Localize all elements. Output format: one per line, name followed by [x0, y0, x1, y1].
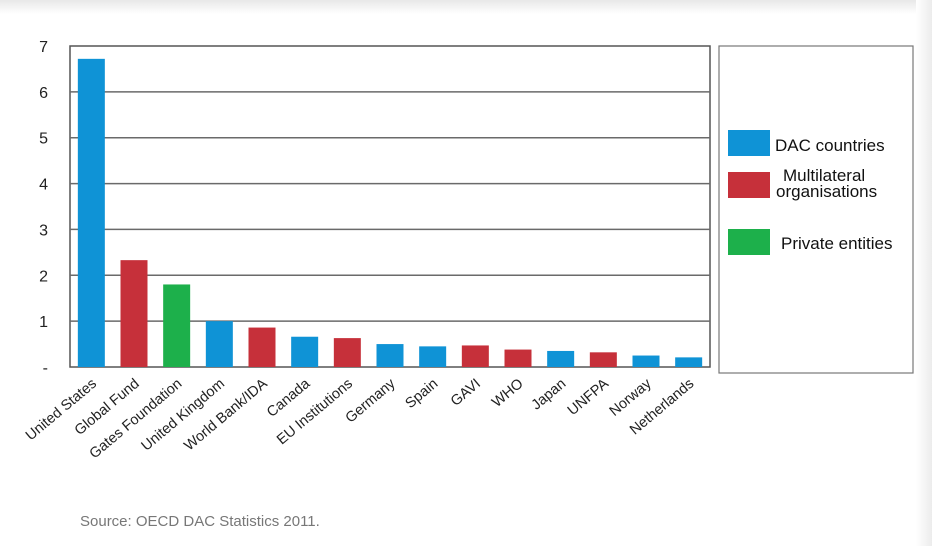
y-tick-label: 4: [39, 177, 48, 194]
bar: [120, 260, 148, 367]
y-tick-label: 5: [39, 131, 48, 148]
bar: [589, 352, 617, 367]
y-tick-label: 2: [39, 268, 48, 285]
legend-label: organisations: [776, 182, 877, 201]
bar: [632, 355, 660, 367]
y-tick-label: 3: [39, 222, 48, 239]
y-tick-label: 6: [39, 85, 48, 102]
x-category-label: GAVI: [448, 376, 484, 410]
legend-label: DAC countries: [775, 136, 885, 155]
legend-box: [718, 45, 914, 374]
x-category-label: EU Institutions: [274, 376, 356, 448]
y-tick-label: 7: [39, 39, 48, 56]
bar: [547, 350, 575, 367]
legend-swatch: [728, 172, 770, 198]
bar: [248, 327, 276, 367]
legend-label: Private entities: [781, 234, 893, 253]
x-category-label: United States: [23, 376, 100, 444]
bar: [419, 346, 447, 367]
y-tick-label: -: [43, 360, 48, 377]
bar: [675, 357, 703, 367]
x-category-label: Japan: [529, 376, 570, 414]
bar: [77, 58, 105, 368]
legend-swatch: [728, 130, 770, 156]
legend-label: Multilateral: [783, 166, 865, 185]
source-note: Source: OECD DAC Statistics 2011.: [80, 513, 320, 530]
bar: [333, 338, 361, 367]
bar: [461, 345, 489, 367]
x-category-label: WHO: [489, 376, 526, 411]
bar: [205, 321, 233, 367]
x-category-label: UNFPA: [565, 376, 612, 419]
bar: [163, 284, 191, 367]
x-category-label: Spain: [403, 376, 442, 412]
bar: [376, 344, 404, 367]
legend-swatch: [728, 229, 770, 255]
y-tick-label: 1: [39, 314, 48, 331]
bar: [291, 336, 319, 367]
bar: [504, 349, 532, 367]
